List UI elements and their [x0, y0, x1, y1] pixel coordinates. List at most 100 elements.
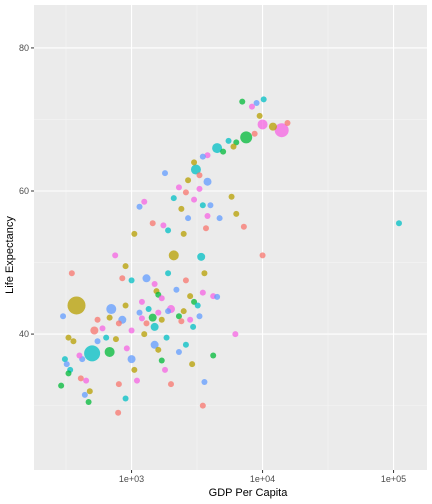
x-tick-label: 1e+04 [250, 474, 275, 484]
data-point [395, 220, 402, 227]
data-point [136, 203, 143, 210]
data-point [115, 320, 122, 327]
data-point [68, 270, 75, 277]
data-point [175, 313, 182, 320]
data-point [284, 120, 291, 127]
data-point [77, 375, 84, 382]
data-point [203, 177, 212, 186]
data-point [233, 139, 240, 146]
data-point [175, 348, 182, 355]
major-gridlines [34, 5, 427, 470]
data-point [214, 293, 221, 300]
data-point [112, 336, 119, 343]
data-point [187, 293, 194, 300]
data-point [122, 263, 129, 270]
y-tick-label: 80 [19, 43, 29, 53]
data-point [115, 409, 122, 416]
data-point [248, 103, 255, 110]
data-point [240, 223, 247, 230]
data-point [210, 352, 217, 359]
data-points [58, 96, 402, 416]
data-point [228, 193, 235, 200]
data-point [141, 331, 148, 338]
data-point [212, 143, 223, 154]
data-point [106, 314, 113, 321]
data-point [65, 334, 72, 341]
data-point [58, 382, 65, 389]
data-point [65, 370, 72, 377]
data-point [160, 222, 167, 229]
data-point [251, 130, 258, 137]
data-point [187, 316, 194, 323]
data-point [67, 296, 86, 315]
data-point [61, 356, 68, 363]
data-point [148, 313, 157, 322]
data-point [133, 377, 140, 384]
data-point [196, 172, 203, 179]
data-point [199, 289, 206, 296]
data-point [178, 205, 185, 212]
data-point [190, 164, 201, 175]
data-point [162, 366, 168, 373]
data-point [239, 98, 246, 105]
data-point [259, 252, 266, 259]
data-point [165, 308, 172, 315]
data-point [122, 395, 129, 402]
data-point [85, 399, 92, 406]
data-point [155, 346, 162, 353]
minor-gridlines [34, 5, 427, 470]
data-point [99, 325, 106, 332]
data-point [163, 334, 170, 341]
data-point [141, 198, 148, 205]
data-point [143, 320, 150, 327]
data-point [86, 388, 93, 395]
x-axis-title: GDP Per Capita [209, 487, 289, 499]
data-point [191, 298, 198, 305]
data-point [182, 277, 189, 284]
data-point [162, 170, 168, 177]
data-point [199, 153, 206, 160]
data-point [155, 309, 162, 316]
data-point [256, 112, 263, 119]
data-point [178, 318, 185, 325]
data-point [240, 131, 253, 144]
data-point [158, 357, 165, 364]
y-axis-title: Life Expectancy [4, 216, 16, 294]
data-point [84, 345, 101, 362]
data-point [150, 340, 159, 349]
data-point [233, 210, 240, 217]
data-point [131, 366, 138, 373]
data-point [158, 295, 165, 302]
data-point [197, 252, 206, 261]
data-point [94, 316, 101, 323]
data-point [76, 352, 83, 359]
data-point [173, 286, 180, 293]
data-point [170, 195, 177, 202]
data-point [103, 334, 110, 341]
data-point [128, 277, 135, 284]
data-point [142, 274, 151, 283]
data-point [138, 298, 145, 305]
data-point [207, 202, 214, 209]
data-point [199, 202, 206, 209]
x-tick-label: 1e+03 [119, 474, 144, 484]
data-point [104, 346, 115, 357]
data-point [260, 96, 267, 103]
data-point [106, 304, 117, 315]
data-point [123, 345, 130, 352]
data-point [196, 185, 203, 192]
data-point [185, 177, 192, 184]
data-point [150, 322, 159, 331]
data-point [230, 143, 237, 150]
y-axis: 40 60 80 [19, 43, 34, 339]
data-point [131, 230, 138, 237]
data-point [112, 252, 119, 259]
data-point [149, 220, 156, 227]
data-point [190, 323, 197, 330]
data-point [201, 379, 208, 386]
data-point [138, 315, 145, 322]
plot-panel [34, 5, 427, 470]
data-point [191, 196, 198, 203]
data-point [220, 148, 227, 155]
data-point [182, 341, 189, 348]
